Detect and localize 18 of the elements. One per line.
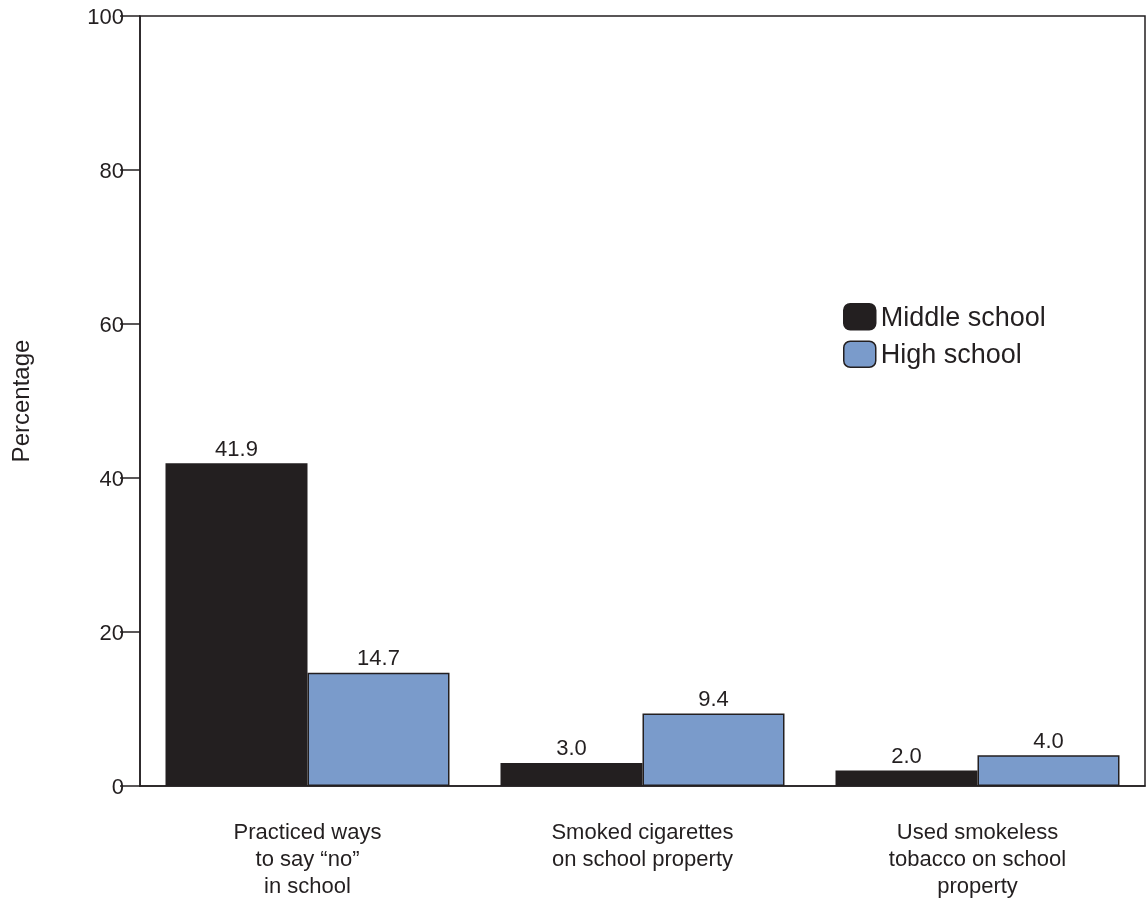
data-label: 2.0 bbox=[891, 743, 922, 769]
y-tick-label: 0 bbox=[111, 773, 124, 799]
data-label: 9.4 bbox=[698, 686, 729, 712]
y-tick-label: 100 bbox=[87, 3, 124, 29]
y-tick-label: 40 bbox=[99, 465, 124, 491]
y-tick-label: 80 bbox=[99, 157, 124, 183]
y-tick-label: 20 bbox=[99, 619, 124, 645]
data-label: 41.9 bbox=[215, 435, 258, 461]
data-label: 3.0 bbox=[556, 735, 587, 761]
x-tick-label: Used smokeless tobacco on school property bbox=[888, 819, 1067, 898]
x-tick-label: Practiced ways to say “no” in school bbox=[233, 819, 382, 898]
x-tick-label: Smoked cigarettes on school property bbox=[551, 819, 734, 871]
data-label: 4.0 bbox=[1033, 727, 1064, 753]
legend-label: High school bbox=[880, 339, 1022, 370]
legend-label: Middle school bbox=[880, 301, 1046, 332]
data-label: 14.7 bbox=[357, 645, 400, 671]
y-tick-label: 60 bbox=[99, 311, 124, 337]
y-axis-title: Percentage bbox=[6, 339, 34, 463]
